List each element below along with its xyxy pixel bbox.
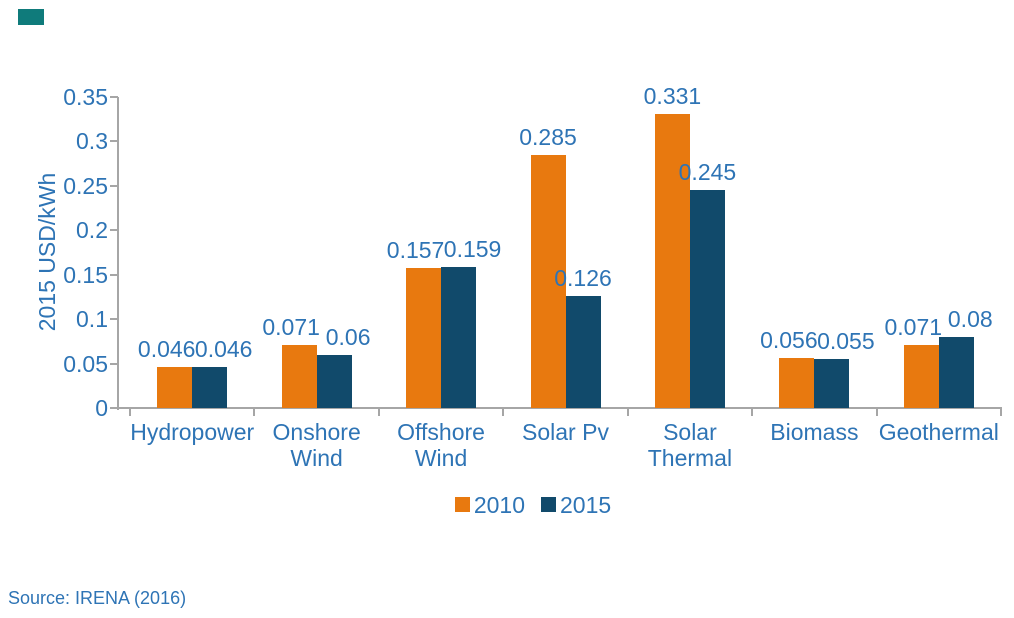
value-label-2015-biomass: 0.055 <box>817 328 875 355</box>
bar-2010-onshore-wind <box>281 344 317 408</box>
x-tick-mark <box>377 408 380 416</box>
y-tick-label: 0.35 <box>63 84 108 110</box>
bar-2010-solar-pv <box>530 154 566 408</box>
value-label-2015-geothermal: 0.08 <box>947 305 993 332</box>
category-label-offshore-wind: Offshore Wind <box>397 419 485 471</box>
value-label-2010-geothermal: 0.071 <box>884 313 943 340</box>
x-tick-mark <box>502 408 505 416</box>
y-tick-label: 0.1 <box>76 306 108 333</box>
value-label-2010-onshore-wind: 0.071 <box>262 313 320 340</box>
x-tick-mark <box>626 408 629 416</box>
y-tick-label: 0.05 <box>63 350 108 377</box>
value-label-2010-biomass: 0.056 <box>760 327 818 354</box>
y-tick-label: 0.15 <box>63 261 108 288</box>
bar-2015-solar-pv <box>565 296 601 408</box>
x-tick-mark <box>253 408 256 416</box>
value-label-2015-hydropower: 0.046 <box>194 336 253 363</box>
x-tick-mark <box>1000 408 1002 416</box>
legend-swatch-2015 <box>541 497 556 512</box>
bar-2015-offshore-wind <box>441 266 477 408</box>
category-label-geothermal: Geothermal <box>878 419 999 445</box>
value-label-2015-solar-thermal: 0.245 <box>678 159 737 186</box>
y-tick-mark <box>110 362 118 365</box>
legend-item-2010: 2010 <box>454 492 525 518</box>
y-axis <box>117 97 119 410</box>
y-tick-mark <box>110 140 118 143</box>
bar-2015-hydropower <box>192 367 228 408</box>
bar-2010-solar-thermal <box>654 113 690 408</box>
y-axis-title: 2015 USD/kWh <box>34 172 60 332</box>
y-tick-label: 0 <box>95 395 108 421</box>
y-tick-mark <box>110 184 118 187</box>
corner-accent-mark <box>18 9 44 25</box>
bar-2010-geothermal <box>903 344 939 408</box>
bar-2010-offshore-wind <box>406 268 442 408</box>
value-label-2010-offshore-wind: 0.157 <box>386 237 445 264</box>
y-tick-label: 0.3 <box>76 128 108 155</box>
value-label-2015-offshore-wind: 0.159 <box>443 235 502 262</box>
x-tick-mark <box>751 408 754 416</box>
value-label-2010-solar-thermal: 0.331 <box>643 82 702 109</box>
bar-2015-onshore-wind <box>316 354 352 408</box>
y-tick-label: 0.2 <box>76 217 108 244</box>
value-label-2015-onshore-wind: 0.06 <box>325 323 371 350</box>
bar-2010-hydropower <box>157 367 193 408</box>
value-label-2010-solar-pv: 0.285 <box>519 123 577 150</box>
bar-2010-biomass <box>779 358 815 408</box>
bar-2015-biomass <box>814 359 850 408</box>
y-tick-mark <box>110 229 118 232</box>
value-label-2010-hydropower: 0.046 <box>137 336 196 363</box>
category-label-onshore-wind: Onshore Wind <box>272 419 361 471</box>
bar-2015-solar-thermal <box>689 190 725 408</box>
legend-label-2010: 2010 <box>473 492 525 518</box>
y-tick-mark <box>110 318 118 321</box>
source-note: Source: IRENA (2016) <box>8 588 187 608</box>
legend: 2010 2015 <box>26 493 1014 517</box>
legend-label-2015: 2015 <box>560 492 612 518</box>
y-tick-label: 0.25 <box>63 172 108 199</box>
category-label-solar-pv: Solar Pv <box>522 419 609 445</box>
category-label-solar-thermal: Solar Thermal <box>647 419 733 471</box>
value-label-2015-solar-pv: 0.126 <box>554 265 612 292</box>
category-label-biomass: Biomass <box>770 419 859 445</box>
y-tick-mark <box>110 407 118 409</box>
legend-item-2015: 2015 <box>541 493 611 517</box>
x-tick-mark <box>129 408 131 416</box>
x-tick-mark <box>875 408 878 416</box>
x-axis <box>118 407 1002 409</box>
legend-swatch-2010 <box>454 497 470 512</box>
y-tick-mark <box>110 96 118 98</box>
bar-2015-geothermal <box>938 336 974 408</box>
category-label-hydropower: Hydropower <box>130 419 255 445</box>
y-tick-mark <box>110 273 118 276</box>
